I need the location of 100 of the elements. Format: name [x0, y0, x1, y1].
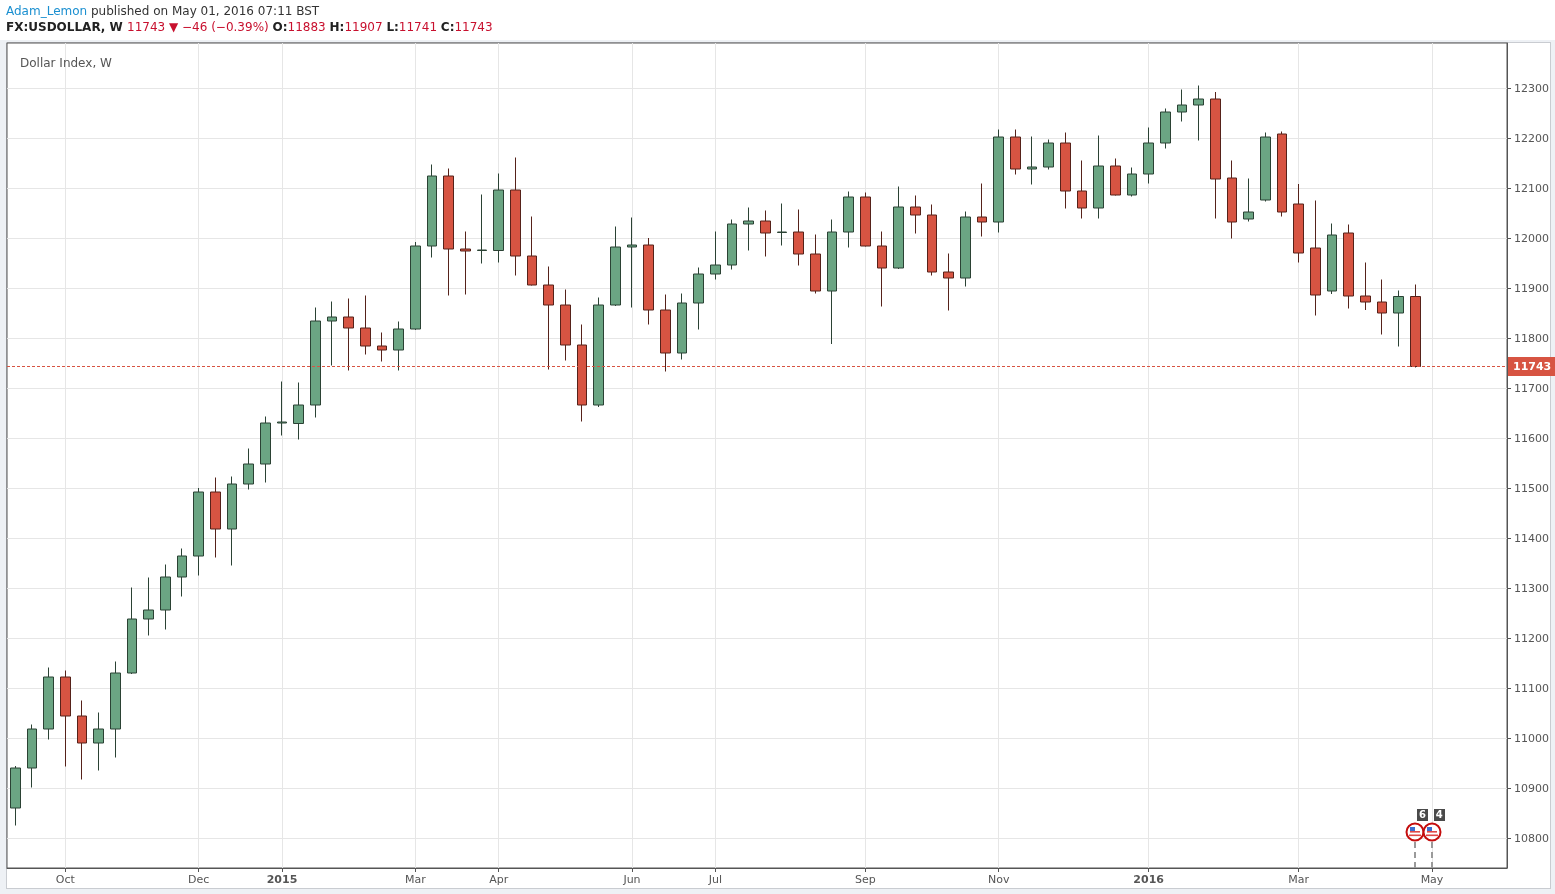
x-tick-label: Nov: [987, 873, 1010, 886]
text: FX:USDOLLAR, W 11743 ▼ −46 (−0.39%) O:11883 H:11907 L:11741 C:11743: [6, 20, 493, 34]
candlestick: [1327, 223, 1337, 295]
candlestick: [110, 661, 121, 758]
candlestick: [1043, 139, 1054, 170]
candlestick: [1027, 136, 1037, 185]
candlestick: [1110, 158, 1121, 196]
candlestick: [1177, 89, 1187, 122]
candlestick: [210, 477, 221, 558]
candlestick: [10, 765, 21, 826]
candlestick: [1127, 167, 1137, 197]
candlestick: [27, 724, 37, 788]
candlestick: [760, 210, 771, 257]
annotation: 6: [1417, 809, 1428, 821]
y-tick-label: 11200: [1514, 631, 1549, 645]
candlestick: [843, 191, 854, 248]
candlestick: [1377, 279, 1387, 335]
y-tick-label: 11400: [1514, 531, 1549, 545]
candlestick: [177, 548, 187, 597]
candlestick: [360, 295, 371, 355]
x-tick-label: 2016: [1133, 873, 1165, 886]
candlestick: [827, 219, 837, 345]
candlestick: [410, 241, 421, 331]
y-tick-label: 11600: [1514, 431, 1549, 445]
candlestick: [310, 307, 321, 418]
candlestick: [893, 186, 904, 270]
x-tick-label: Mar: [404, 873, 427, 886]
candlestick: [793, 209, 804, 266]
candlestick: [1077, 160, 1087, 219]
candlestick: [627, 217, 637, 308]
candlestick: [643, 237, 654, 325]
candlestick: [1143, 127, 1154, 184]
y-tick-label: 10900: [1514, 781, 1549, 795]
candlestick: [810, 234, 821, 294]
candlestick: [927, 204, 937, 276]
x-tick-label: Apr: [489, 873, 509, 886]
candlestick: [193, 487, 204, 576]
candlestick: [77, 700, 87, 780]
candlestick: [527, 216, 537, 286]
y-tick-label: 11700: [1514, 381, 1549, 395]
candlestick: [227, 476, 237, 566]
candlestick: [277, 381, 287, 436]
candlestick: [677, 293, 687, 360]
candlestick: [1193, 85, 1204, 141]
candlestick: [60, 670, 71, 767]
x-tick-label: Sep: [854, 873, 876, 886]
candlestick: [910, 195, 921, 234]
text: Adam_Lemon published on May 01, 2016 07:11 BST: [6, 4, 320, 18]
candlestick: [710, 231, 721, 280]
candlestick: [1243, 178, 1254, 222]
candlestick: [1393, 290, 1404, 347]
x-tick-label: Oct: [55, 873, 76, 886]
candlestick: [243, 448, 254, 490]
x-tick-label: May: [1420, 873, 1444, 886]
candlestick: [1293, 183, 1304, 263]
candlestick: [377, 332, 387, 362]
y-tick-label: 11500: [1514, 481, 1549, 495]
candlestick: [510, 157, 521, 276]
x-tick-label: 2015: [266, 873, 298, 886]
candlestick: [93, 712, 104, 771]
candlestick: [160, 564, 171, 630]
candlestick: [143, 577, 154, 636]
x-tick-label: Dec: [188, 873, 210, 886]
candlestick: [1227, 160, 1237, 239]
candlestick: [1060, 132, 1071, 209]
candlestick: [1260, 132, 1271, 202]
candlestick: [993, 129, 1004, 233]
candlestick: [127, 587, 137, 675]
y-tick-label: 12200: [1514, 131, 1549, 145]
x-tick-label: Jul: [707, 873, 722, 886]
text: Dollar Index, W: [20, 56, 113, 70]
candlestick: [1343, 224, 1354, 309]
candlestick: [693, 267, 704, 330]
y-tick-label: 10800: [1514, 831, 1549, 845]
candlestick: [1210, 91, 1221, 219]
candlestick: [43, 667, 54, 740]
candlestick: [610, 226, 621, 307]
candlestick: [460, 231, 471, 295]
candlestick: [1010, 129, 1021, 175]
y-tick-label: 12100: [1514, 181, 1549, 195]
candlestick: [977, 183, 987, 237]
x-tick-label: Jun: [622, 873, 641, 886]
y-tick-label: 11000: [1514, 731, 1549, 745]
y-tick-label: 11900: [1514, 281, 1549, 295]
candlestick: [743, 207, 754, 251]
y-tick-label: 12300: [1514, 81, 1549, 95]
y-tick-label: 11100: [1514, 681, 1549, 695]
candlestick: [327, 301, 337, 366]
candlestick: [593, 297, 604, 408]
y-tick-label: 11800: [1514, 331, 1549, 345]
candlestick: [493, 173, 504, 263]
candlestick: [393, 321, 404, 371]
candlestick: [1277, 131, 1287, 217]
candlestick: [477, 194, 487, 264]
annotation: 4: [1433, 809, 1445, 821]
candlestick: [1360, 262, 1371, 311]
candlestick: [443, 168, 454, 296]
candlestick: [877, 231, 887, 307]
candlestick: [960, 211, 971, 287]
candlestick: [560, 289, 571, 361]
